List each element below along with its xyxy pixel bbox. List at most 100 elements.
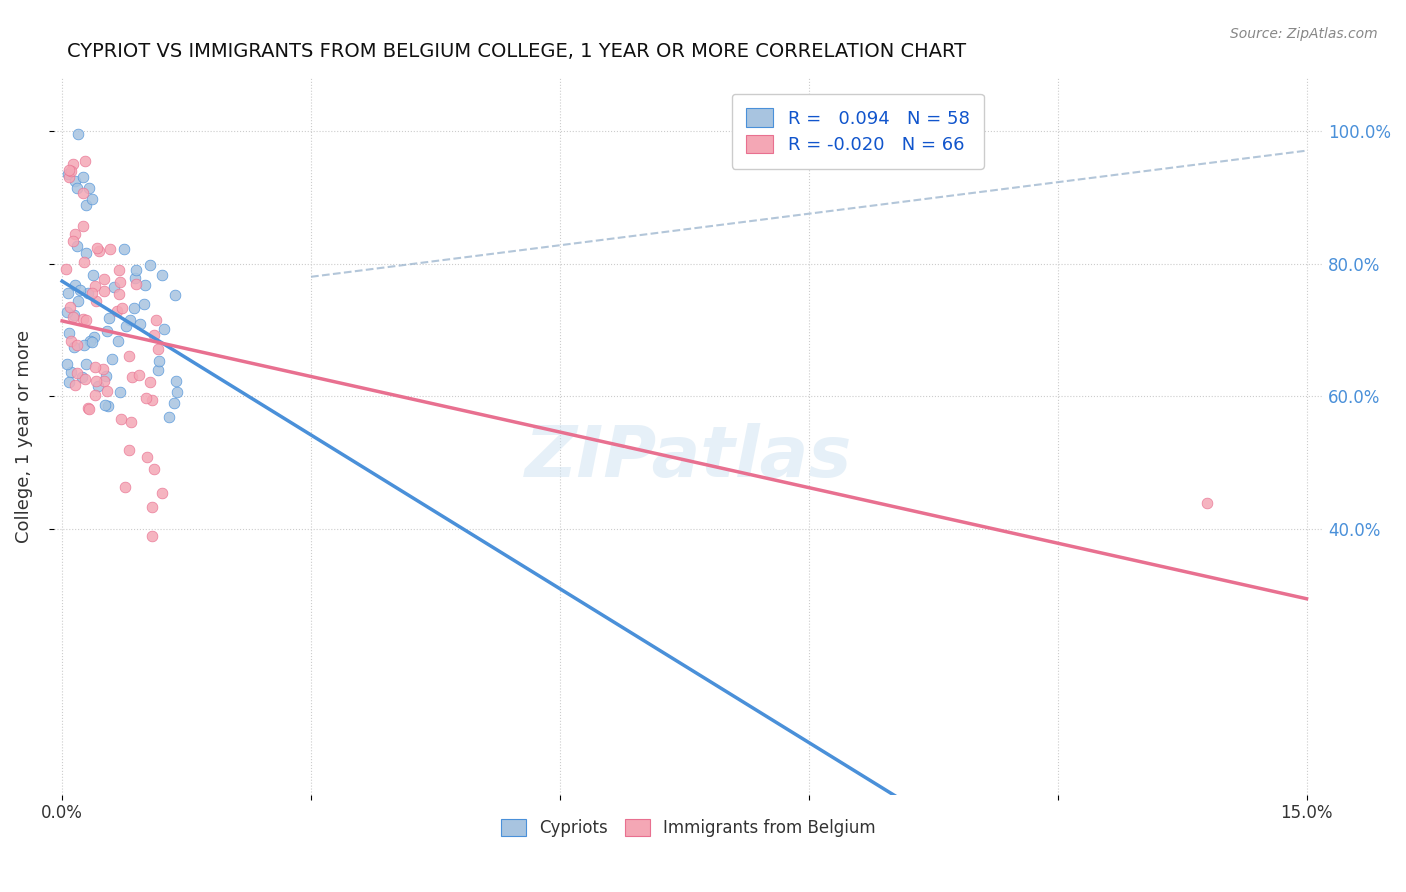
Immigrants from Belgium: [86, 242, 108, 256]
Immigrants from Belgium: [114, 480, 136, 494]
Immigrants from Belgium: [73, 153, 96, 168]
Cypriots: [115, 319, 138, 334]
Immigrants from Belgium: [58, 169, 80, 184]
Cypriots: [66, 181, 89, 195]
Immigrants from Belgium: [63, 227, 86, 242]
Cypriots: [101, 352, 124, 367]
Cypriots: [65, 277, 87, 292]
Cypriots: [124, 263, 146, 277]
Immigrants from Belgium: [121, 415, 143, 429]
Cypriots: [79, 334, 101, 349]
Text: ZIPatlas: ZIPatlas: [524, 423, 852, 492]
Cypriots: [150, 268, 173, 282]
Cypriots: [58, 326, 80, 340]
Cypriots: [55, 357, 77, 371]
Immigrants from Belgium: [135, 450, 157, 465]
Cypriots: [108, 385, 131, 400]
Immigrants from Belgium: [62, 157, 84, 171]
Immigrants from Belgium: [60, 334, 83, 348]
Cypriots: [66, 239, 89, 253]
Cypriots: [58, 167, 80, 181]
Text: Source: ZipAtlas.com: Source: ZipAtlas.com: [1230, 27, 1378, 41]
Cypriots: [107, 334, 129, 349]
Cypriots: [166, 384, 188, 399]
Immigrants from Belgium: [98, 242, 121, 256]
Immigrants from Belgium: [63, 377, 86, 392]
Immigrants from Belgium: [93, 284, 115, 298]
Immigrants from Belgium: [96, 384, 118, 399]
Cypriots: [153, 321, 176, 335]
Cypriots: [63, 173, 86, 187]
Immigrants from Belgium: [110, 412, 132, 426]
Cypriots: [87, 378, 110, 392]
Immigrants from Belgium: [1195, 495, 1218, 509]
Immigrants from Belgium: [108, 262, 131, 277]
Cypriots: [134, 277, 156, 292]
Cypriots: [94, 369, 117, 384]
Immigrants from Belgium: [66, 366, 89, 380]
Legend: Cypriots, Immigrants from Belgium: Cypriots, Immigrants from Belgium: [495, 813, 883, 844]
Immigrants from Belgium: [111, 301, 134, 315]
Immigrants from Belgium: [58, 163, 80, 178]
Cypriots: [79, 181, 101, 195]
Cypriots: [83, 330, 105, 344]
Immigrants from Belgium: [125, 277, 148, 292]
Immigrants from Belgium: [146, 342, 169, 356]
Cypriots: [70, 370, 93, 384]
Immigrants from Belgium: [77, 401, 100, 415]
Cypriots: [67, 127, 90, 141]
Immigrants from Belgium: [128, 368, 150, 382]
Immigrants from Belgium: [93, 272, 115, 286]
Cypriots: [148, 354, 170, 368]
Cypriots: [58, 375, 80, 389]
Immigrants from Belgium: [84, 278, 107, 293]
Cypriots: [72, 170, 94, 185]
Immigrants from Belgium: [72, 186, 94, 200]
Immigrants from Belgium: [55, 261, 77, 276]
Cypriots: [62, 308, 84, 322]
Immigrants from Belgium: [72, 312, 94, 326]
Immigrants from Belgium: [108, 287, 131, 301]
Cypriots: [98, 310, 121, 325]
Immigrants from Belgium: [73, 372, 96, 386]
Immigrants from Belgium: [80, 285, 103, 300]
Immigrants from Belgium: [62, 235, 84, 249]
Cypriots: [122, 301, 145, 315]
Cypriots: [59, 365, 82, 379]
Immigrants from Belgium: [142, 462, 165, 476]
Cypriots: [73, 337, 96, 351]
Cypriots: [58, 285, 80, 300]
Immigrants from Belgium: [59, 300, 82, 314]
Cypriots: [94, 398, 117, 412]
Immigrants from Belgium: [142, 328, 165, 343]
Immigrants from Belgium: [86, 293, 108, 308]
Immigrants from Belgium: [141, 500, 163, 514]
Y-axis label: College, 1 year or more: College, 1 year or more: [15, 329, 32, 542]
Immigrants from Belgium: [118, 443, 141, 458]
Immigrants from Belgium: [138, 375, 160, 389]
Cypriots: [134, 297, 156, 311]
Cypriots: [69, 284, 91, 298]
Cypriots: [129, 318, 152, 332]
Immigrants from Belgium: [59, 164, 82, 178]
Immigrants from Belgium: [93, 374, 115, 388]
Immigrants from Belgium: [84, 374, 107, 388]
Cypriots: [120, 313, 142, 327]
Cypriots: [163, 396, 186, 410]
Cypriots: [96, 324, 118, 338]
Immigrants from Belgium: [73, 255, 96, 269]
Cypriots: [157, 409, 180, 424]
Immigrants from Belgium: [72, 219, 94, 233]
Immigrants from Belgium: [145, 313, 167, 327]
Immigrants from Belgium: [84, 387, 107, 401]
Immigrants from Belgium: [121, 369, 143, 384]
Immigrants from Belgium: [62, 310, 84, 324]
Immigrants from Belgium: [118, 349, 141, 363]
Immigrants from Belgium: [105, 304, 128, 318]
Cypriots: [112, 242, 135, 256]
Immigrants from Belgium: [141, 392, 163, 407]
Immigrants from Belgium: [87, 244, 110, 258]
Immigrants from Belgium: [150, 485, 173, 500]
Cypriots: [103, 279, 125, 293]
Immigrants from Belgium: [84, 359, 107, 374]
